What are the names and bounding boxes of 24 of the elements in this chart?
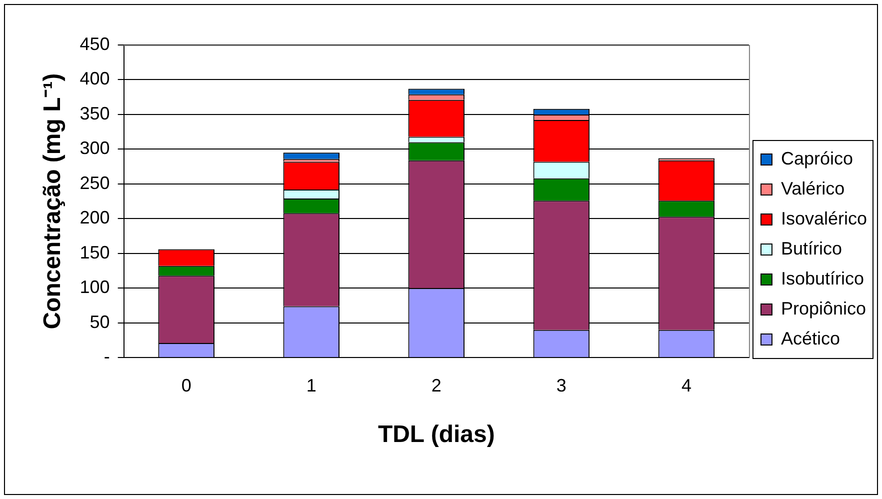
- legend-label: Isobutírico: [780, 268, 864, 288]
- x-axis-title: TDL (dias): [378, 421, 495, 448]
- legend-label: Isovalérico: [780, 208, 868, 228]
- y-axis-title: Concentração (mg L⁻¹): [39, 73, 66, 330]
- x-tick-label: 1: [306, 375, 316, 396]
- legend-label: Butírico: [780, 238, 842, 258]
- y-tick-label: 200: [80, 208, 110, 228]
- x-tick-label: 0: [181, 375, 192, 396]
- y-tick-label: 50: [90, 312, 110, 332]
- legend-label: Acético: [780, 328, 840, 348]
- y-tick-label: 300: [80, 138, 110, 158]
- y-tick-label: 400: [80, 68, 110, 89]
- x-tick-label: 3: [556, 375, 566, 396]
- legend-label: Valérico: [780, 178, 845, 198]
- y-tick-label: 250: [80, 172, 110, 193]
- y-tick-label: 100: [80, 277, 110, 298]
- x-tick-label: 4: [681, 375, 692, 396]
- y-tick-label: -: [104, 346, 110, 367]
- x-tick-label: 2: [431, 375, 442, 396]
- y-tick-label: 350: [80, 103, 110, 124]
- legend-label: Propiônico: [780, 298, 866, 318]
- legend-label: Capróico: [780, 148, 854, 168]
- y-tick-label: 150: [80, 242, 110, 262]
- y-tick-label: 450: [80, 34, 110, 54]
